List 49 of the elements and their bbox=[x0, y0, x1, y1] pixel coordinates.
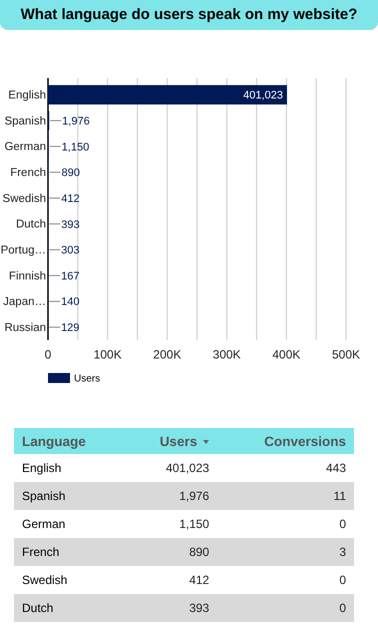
chart-title: What language do users speak on my website? bbox=[0, 0, 378, 30]
x-tick-label: 200K bbox=[153, 348, 182, 362]
data-label: 890 bbox=[189, 545, 210, 559]
text: Users bbox=[160, 434, 198, 448]
data-label: 412 bbox=[189, 573, 210, 587]
text: Language bbox=[14, 428, 126, 454]
data-label: 167 bbox=[61, 270, 80, 282]
category-label: Spanish bbox=[21, 488, 66, 505]
data-label: 412 bbox=[61, 192, 80, 205]
data-label: 3 bbox=[339, 545, 346, 559]
x-tick-label: 300K bbox=[212, 348, 241, 362]
data-label: 1,150 bbox=[62, 141, 90, 154]
data-label: 303 bbox=[61, 244, 80, 257]
x-tick-label: 0 bbox=[44, 348, 52, 362]
data-label: 393 bbox=[61, 218, 80, 231]
category-label: French bbox=[21, 544, 60, 561]
data-label: 129 bbox=[61, 322, 80, 334]
x-tick-label: 500K bbox=[332, 348, 360, 362]
legend-label: Users bbox=[74, 374, 100, 384]
y-tick-label: French bbox=[10, 166, 46, 179]
y-tick-label: Russian bbox=[4, 322, 46, 334]
data-label: 1,976 bbox=[179, 489, 210, 503]
y-tick-label: Spanish bbox=[4, 115, 46, 128]
x-tick-label: 100K bbox=[94, 348, 122, 362]
data-label: 0 bbox=[339, 573, 346, 587]
data-label: 0 bbox=[339, 517, 346, 531]
bar bbox=[48, 85, 288, 104]
x-tick-label: 400K bbox=[272, 348, 300, 362]
data-label: 140 bbox=[61, 296, 80, 308]
data-label: 11 bbox=[334, 489, 346, 503]
data-label: 401,023 bbox=[243, 90, 284, 102]
category-label: English bbox=[21, 460, 62, 477]
data-label: 401,023 bbox=[166, 461, 210, 475]
category-label: Swedish bbox=[21, 572, 68, 589]
text: Conversions bbox=[264, 434, 346, 448]
y-tick-label: German bbox=[4, 141, 46, 154]
y-tick-label: Dutch bbox=[16, 218, 46, 231]
data-label: 0 bbox=[339, 601, 346, 615]
y-tick-label: Japan… bbox=[3, 296, 46, 308]
y-tick-label: Finnish bbox=[8, 270, 46, 282]
data-label: 443 bbox=[326, 461, 346, 475]
data-label: 1,150 bbox=[179, 517, 210, 531]
data-label: 890 bbox=[62, 167, 80, 180]
y-tick-label: Portug… bbox=[0, 244, 46, 256]
data-label: 1,976 bbox=[62, 115, 90, 128]
y-tick-label: Swedish bbox=[2, 192, 46, 205]
y-tick-label: English bbox=[8, 89, 46, 102]
category-label: German bbox=[21, 516, 66, 533]
data-label: 393 bbox=[189, 601, 210, 615]
